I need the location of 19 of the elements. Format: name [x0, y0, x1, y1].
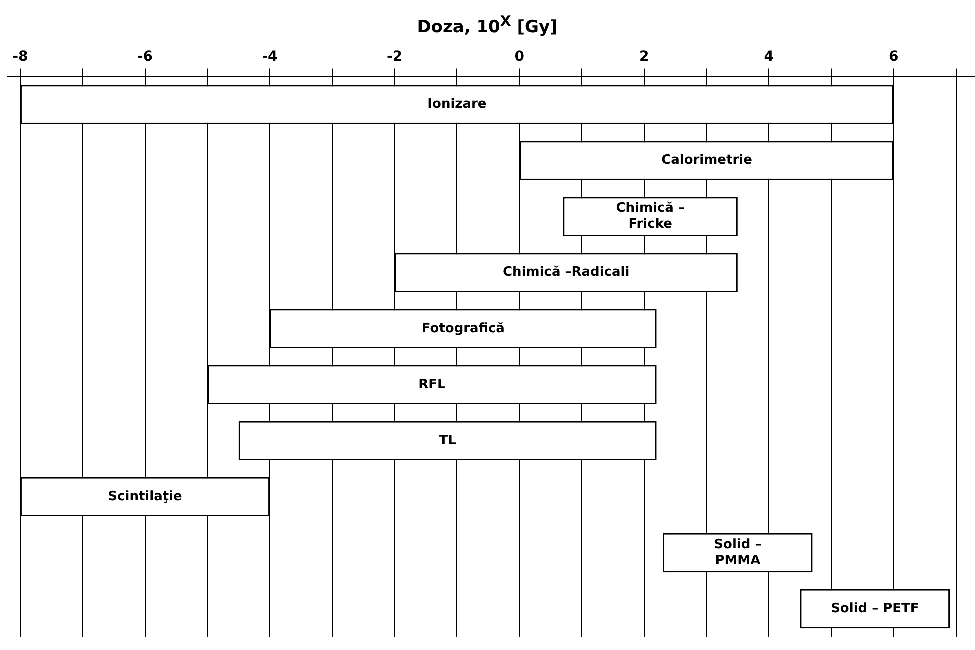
y-tick-label: Calorimetrie	[662, 153, 753, 168]
x-tick-label: 6	[889, 49, 899, 66]
x-axis-title: Doza, 10$^{X}$ [Gy]	[416, 14, 559, 38]
x-tick-label: 2	[639, 49, 650, 66]
x-tick-label: -8	[12, 49, 28, 66]
x-tick-label: -6	[137, 49, 154, 66]
x-tick-label: -4	[262, 49, 278, 66]
y-tick-label: TL	[439, 433, 456, 448]
x-tick-label: -2	[387, 49, 403, 66]
x-tick-label: 4	[764, 49, 774, 66]
y-tick-label: Chimică – Fricke	[616, 201, 685, 232]
y-tick-label: RFL	[418, 377, 446, 392]
y-tick-label: Solid – PMMA	[714, 537, 762, 568]
y-tick-label: Solid – PETF	[831, 601, 920, 616]
y-tick-label: Chimică –Radicali	[503, 265, 630, 280]
y-tick-label: Ionizare	[428, 97, 487, 112]
x-tick-label: 0	[514, 49, 525, 66]
y-tick-label: Fotografică	[422, 321, 505, 336]
y-tick-label: Scintilaţie	[108, 489, 183, 504]
